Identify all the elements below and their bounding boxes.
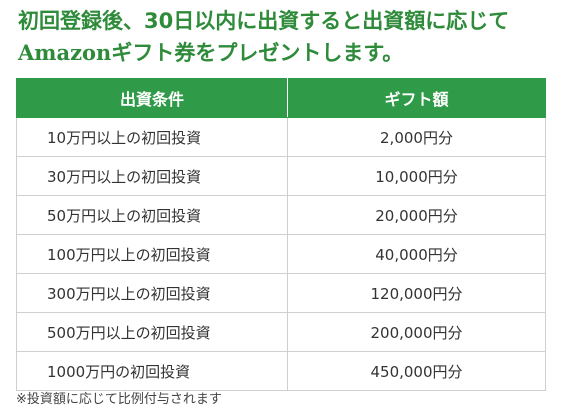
- table-row: 10万円以上の初回投資 2,000円分: [16, 117, 546, 157]
- table-header-row: 出資条件 ギフト額: [16, 78, 546, 118]
- table-row: 1000万円の初回投資 450,000円分: [16, 351, 546, 391]
- row-gift-amount: 2,000円分: [287, 117, 546, 157]
- headline-line-1: 初回登録後、30日以内に出資すると出資額に応じて: [18, 9, 510, 33]
- table-row: 30万円以上の初回投資 10,000円分: [16, 156, 546, 196]
- row-condition: 50万円以上の初回投資: [16, 195, 288, 235]
- row-condition: 500万円以上の初回投資: [16, 312, 288, 352]
- row-gift-amount: 450,000円分: [287, 351, 546, 391]
- row-condition: 300万円以上の初回投資: [16, 273, 288, 313]
- table-row: 300万円以上の初回投資 120,000円分: [16, 273, 546, 313]
- header-gift-amount: ギフト額: [287, 78, 546, 118]
- gift-reward-table: 出資条件 ギフト額 10万円以上の初回投資 2,000円分 30万円以上の初回投…: [16, 78, 546, 391]
- header-investment-condition: 出資条件: [16, 78, 288, 118]
- row-gift-amount: 40,000円分: [287, 234, 546, 274]
- headline-line-2: Amazonギフト券をプレゼントします。: [18, 40, 404, 65]
- table-row: 500万円以上の初回投資 200,000円分: [16, 312, 546, 352]
- row-condition: 1000万円の初回投資: [16, 351, 288, 391]
- campaign-headline: 初回登録後、30日以内に出資すると出資額に応じて Amazonギフト券をプレゼン…: [18, 6, 558, 68]
- row-gift-amount: 20,000円分: [287, 195, 546, 235]
- row-condition: 100万円以上の初回投資: [16, 234, 288, 274]
- row-gift-amount: 120,000円分: [287, 273, 546, 313]
- row-gift-amount: 10,000円分: [287, 156, 546, 196]
- row-condition: 10万円以上の初回投資: [16, 117, 288, 157]
- table-row: 100万円以上の初回投資 40,000円分: [16, 234, 546, 274]
- table-row: 50万円以上の初回投資 20,000円分: [16, 195, 546, 235]
- proportional-grant-footnote: ※投資額に応じて比例付与されます: [16, 392, 222, 407]
- row-condition: 30万円以上の初回投資: [16, 156, 288, 196]
- row-gift-amount: 200,000円分: [287, 312, 546, 352]
